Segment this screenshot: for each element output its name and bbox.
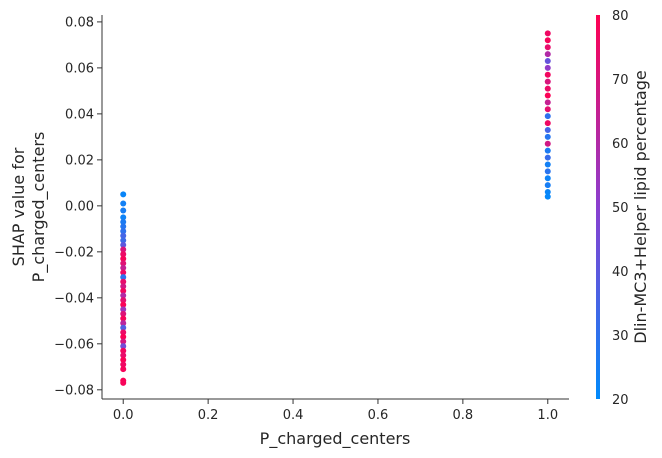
scatter-point — [120, 320, 127, 327]
scatter-point — [120, 292, 127, 299]
y-tick-label: −0.02 — [54, 245, 94, 260]
scatter-point — [544, 64, 551, 71]
y-axis-title-line-2: P_charged_centers — [29, 132, 49, 283]
scatter-point — [544, 147, 551, 154]
x-tick-label: 0.4 — [283, 408, 304, 423]
scatter-point — [544, 126, 551, 133]
colorbar-label: Dlin-MC3+Helper lipid percentage — [631, 70, 650, 344]
scatter-point — [120, 200, 127, 207]
x-tick-label: 0.0 — [113, 408, 134, 423]
scatter-point — [544, 161, 551, 168]
x-tick-label: 0.6 — [368, 408, 389, 423]
scatter-point — [544, 92, 551, 99]
scatter-point — [120, 232, 127, 239]
scatter-point — [120, 315, 127, 322]
scatter-point — [544, 106, 551, 113]
scatter-point — [120, 306, 127, 313]
y-tick-label: 0.02 — [65, 153, 94, 168]
y-tick-label: 0.04 — [65, 107, 94, 122]
colorbar-ticks: 20 30 40 50 60 70 80 — [612, 9, 629, 408]
scatter-point — [120, 329, 127, 336]
scatter-point — [544, 154, 551, 161]
scatter-point — [544, 182, 551, 189]
scatter-point — [544, 168, 551, 175]
scatter-point — [120, 333, 127, 340]
scatter-point — [120, 278, 127, 285]
scatter-point — [120, 361, 127, 368]
scatter-point — [120, 352, 127, 359]
scatter-point — [544, 140, 551, 147]
scatter-point — [120, 251, 127, 258]
scatter-point — [120, 366, 127, 373]
colorbar-tick-label: 20 — [612, 393, 629, 408]
y-tick-label: −0.04 — [54, 291, 94, 306]
colorbar-tick-label: 50 — [612, 201, 629, 216]
scatter-point — [544, 99, 551, 106]
x-axis-ticks: 0.0 0.2 0.4 0.6 0.8 1.0 — [113, 399, 558, 423]
scatter-point — [120, 269, 127, 276]
colorbar-tick-label: 40 — [612, 265, 629, 280]
scatter-point — [120, 287, 127, 294]
scatter-point — [120, 297, 127, 304]
scatter-point — [120, 338, 127, 345]
y-axis-title: SHAP value for P_charged_centers — [9, 132, 49, 283]
scatter-point — [544, 78, 551, 85]
colorbar-tick-label: 70 — [612, 73, 629, 88]
scatter-point — [120, 228, 127, 235]
y-axis-title-line-1: SHAP value for — [9, 147, 28, 266]
colorbar-tick-label: 60 — [612, 137, 629, 152]
scatter-point — [120, 191, 127, 198]
scatter-point — [120, 260, 127, 267]
y-tick-label: 0.08 — [65, 15, 94, 30]
scatter-point — [544, 120, 551, 127]
scatter-point — [544, 57, 551, 64]
scatter-point — [120, 237, 127, 244]
x-tick-label: 1.0 — [537, 408, 558, 423]
scatter-point — [544, 85, 551, 92]
scatter-point — [544, 51, 551, 58]
scatter-point — [544, 71, 551, 78]
scatter-point — [120, 246, 127, 253]
colorbar-tick-label: 30 — [612, 329, 629, 344]
scatter-point — [544, 175, 551, 182]
scatter-point — [544, 189, 551, 196]
scatter-point — [120, 343, 127, 350]
scatter-point — [544, 133, 551, 140]
scatter-point — [544, 193, 551, 200]
scatter-point — [544, 37, 551, 44]
x-axis-title: P_charged_centers — [260, 429, 411, 449]
y-tick-label: −0.06 — [54, 337, 94, 352]
scatter-point — [120, 274, 127, 281]
scatter-point — [120, 207, 127, 214]
scatter-point — [120, 356, 127, 363]
scatter-point — [120, 283, 127, 290]
scatter-point — [120, 218, 127, 225]
scatter-points — [120, 30, 551, 386]
scatter-point — [120, 347, 127, 354]
scatter-point — [544, 30, 551, 37]
scatter-point — [120, 241, 127, 248]
colorbar — [596, 15, 600, 399]
scatter-point — [120, 264, 127, 271]
y-tick-label: −0.08 — [54, 383, 94, 398]
scatter-point — [120, 324, 127, 331]
colorbar-tick-label: 80 — [612, 9, 629, 24]
y-tick-label: 0.00 — [65, 199, 94, 214]
scatter-point — [544, 44, 551, 51]
scatter-point — [544, 113, 551, 120]
scatter-point — [120, 310, 127, 317]
y-tick-label: 0.06 — [65, 61, 94, 76]
scatter-point — [120, 214, 127, 221]
scatter-point — [120, 379, 127, 386]
x-tick-label: 0.2 — [198, 408, 219, 423]
scatter-point — [120, 255, 127, 262]
x-tick-label: 0.8 — [453, 408, 474, 423]
scatter-point — [120, 223, 127, 230]
y-axis-ticks: −0.08 −0.06 −0.04 −0.02 0.00 0.02 0.04 0.06 0.08 — [54, 15, 102, 398]
scatter-point — [120, 301, 127, 308]
